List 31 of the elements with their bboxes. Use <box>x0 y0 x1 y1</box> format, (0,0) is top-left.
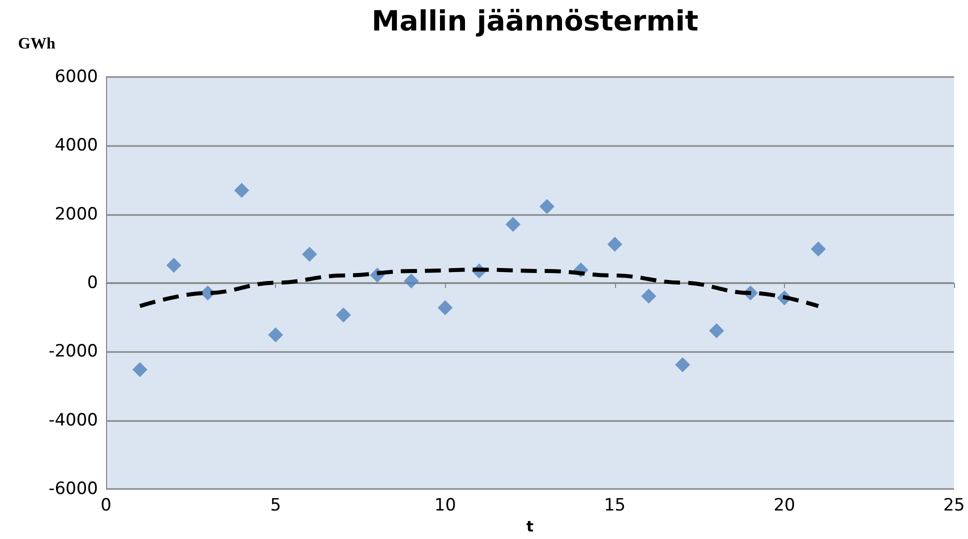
x-tick-label: 20 <box>774 496 796 516</box>
point <box>302 246 318 262</box>
point <box>166 258 182 273</box>
y-tick-label: -6000 <box>48 479 98 500</box>
y-tick-label: -4000 <box>48 410 98 430</box>
point <box>132 362 148 378</box>
point <box>675 357 690 372</box>
y-tick-label: 6000 <box>54 67 98 87</box>
point <box>607 236 622 252</box>
point <box>336 307 351 322</box>
chart-title: Mallin jäännöstermit <box>372 4 698 38</box>
point <box>404 273 419 288</box>
x-tick-label: 15 <box>604 496 626 516</box>
point <box>268 327 284 342</box>
point <box>709 323 724 338</box>
y-tick-label: 4000 <box>54 136 98 156</box>
y-tick-label: -2000 <box>48 342 98 362</box>
x-tick-label: 5 <box>270 496 282 516</box>
y-tick-label: 2000 <box>54 204 98 224</box>
point <box>539 198 554 214</box>
point <box>810 242 826 257</box>
x-tick-label: 0 <box>100 496 112 516</box>
x-tick-label: 10 <box>434 496 456 516</box>
point <box>438 300 453 316</box>
point <box>506 216 521 232</box>
x-axis-title: t <box>526 518 534 536</box>
y-axis-title: GWh <box>18 36 56 52</box>
y-tick-label: 0 <box>87 273 98 294</box>
x-tick-label: 25 <box>943 496 965 516</box>
point <box>641 288 656 304</box>
point <box>234 182 250 198</box>
